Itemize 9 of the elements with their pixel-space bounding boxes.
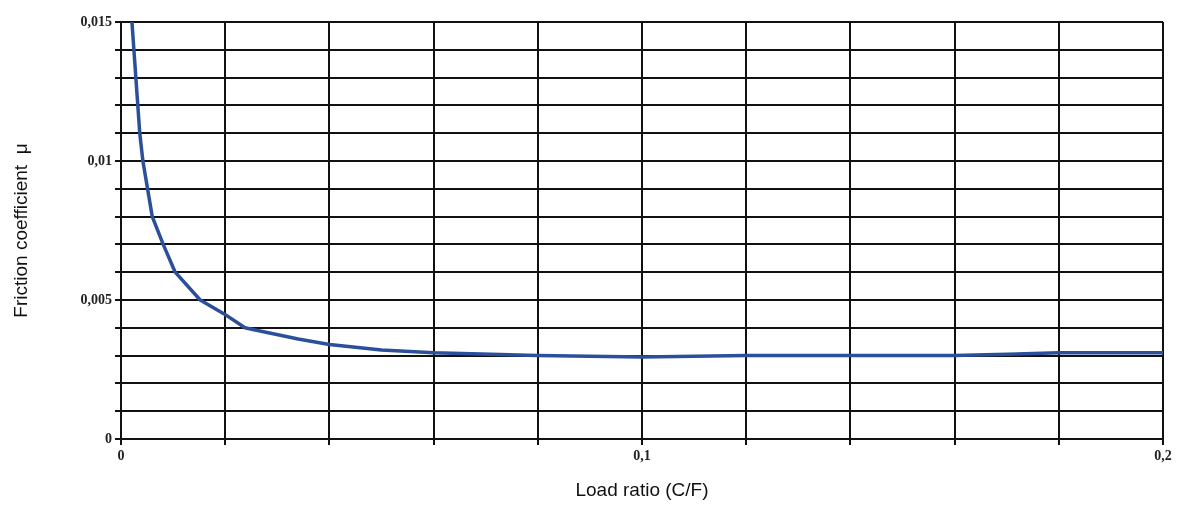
- y-tick-label: 0,01: [87, 152, 112, 168]
- y-axis-title: Friction coefficient μ: [9, 143, 31, 318]
- x-axis-title: Load ratio (C/F): [575, 478, 709, 500]
- x-tick-label: 0,2: [1154, 448, 1172, 464]
- x-tick-label: 0: [117, 448, 125, 464]
- y-tick-label: 0: [105, 430, 112, 446]
- y-tick-label: 0,005: [80, 291, 112, 307]
- y-tick-label: 0,015: [80, 13, 112, 29]
- x-tick-label: 0,1: [633, 448, 651, 464]
